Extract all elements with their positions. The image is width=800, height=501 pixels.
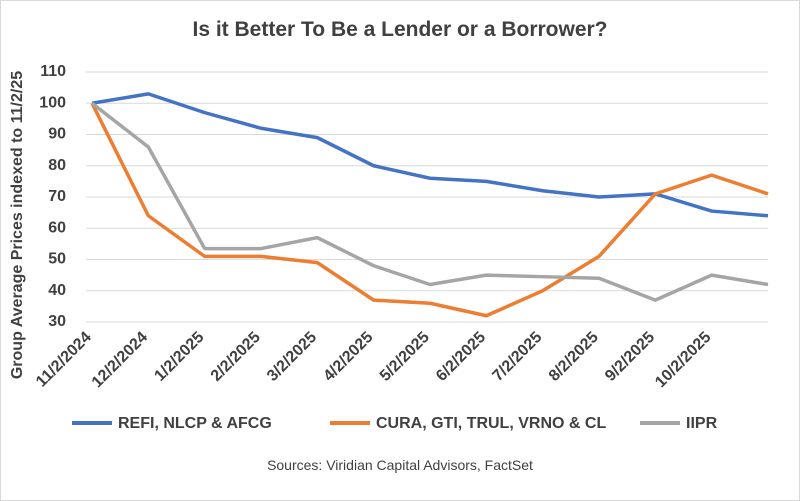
source-note: Sources: Viridian Capital Advisors, Fact… <box>267 457 533 473</box>
chart-title: Is it Better To Be a Lender or a Borrowe… <box>192 18 607 41</box>
y-tick-label: 80 <box>48 157 66 174</box>
y-tick-label: 70 <box>48 188 66 205</box>
y-tick-label: 60 <box>48 219 66 236</box>
legend-label: REFI, NLCP & AFCG <box>118 415 272 432</box>
y-tick-label: 50 <box>48 251 66 268</box>
y-tick-label: 40 <box>48 282 66 299</box>
series-line <box>90 102 769 318</box>
legend-label: IIPR <box>686 415 718 432</box>
y-tick-label: 100 <box>39 94 66 111</box>
y-axis-label: Group Average Prices indexed to 11/2/25 <box>9 71 26 379</box>
y-tick-label: 30 <box>48 313 66 330</box>
legend-label: CURA, GTI, TRUL, VRNO & CL <box>376 415 606 432</box>
series-line <box>90 101 769 302</box>
y-tick-label: 90 <box>48 126 66 143</box>
y-tick-label: 110 <box>40 63 66 80</box>
